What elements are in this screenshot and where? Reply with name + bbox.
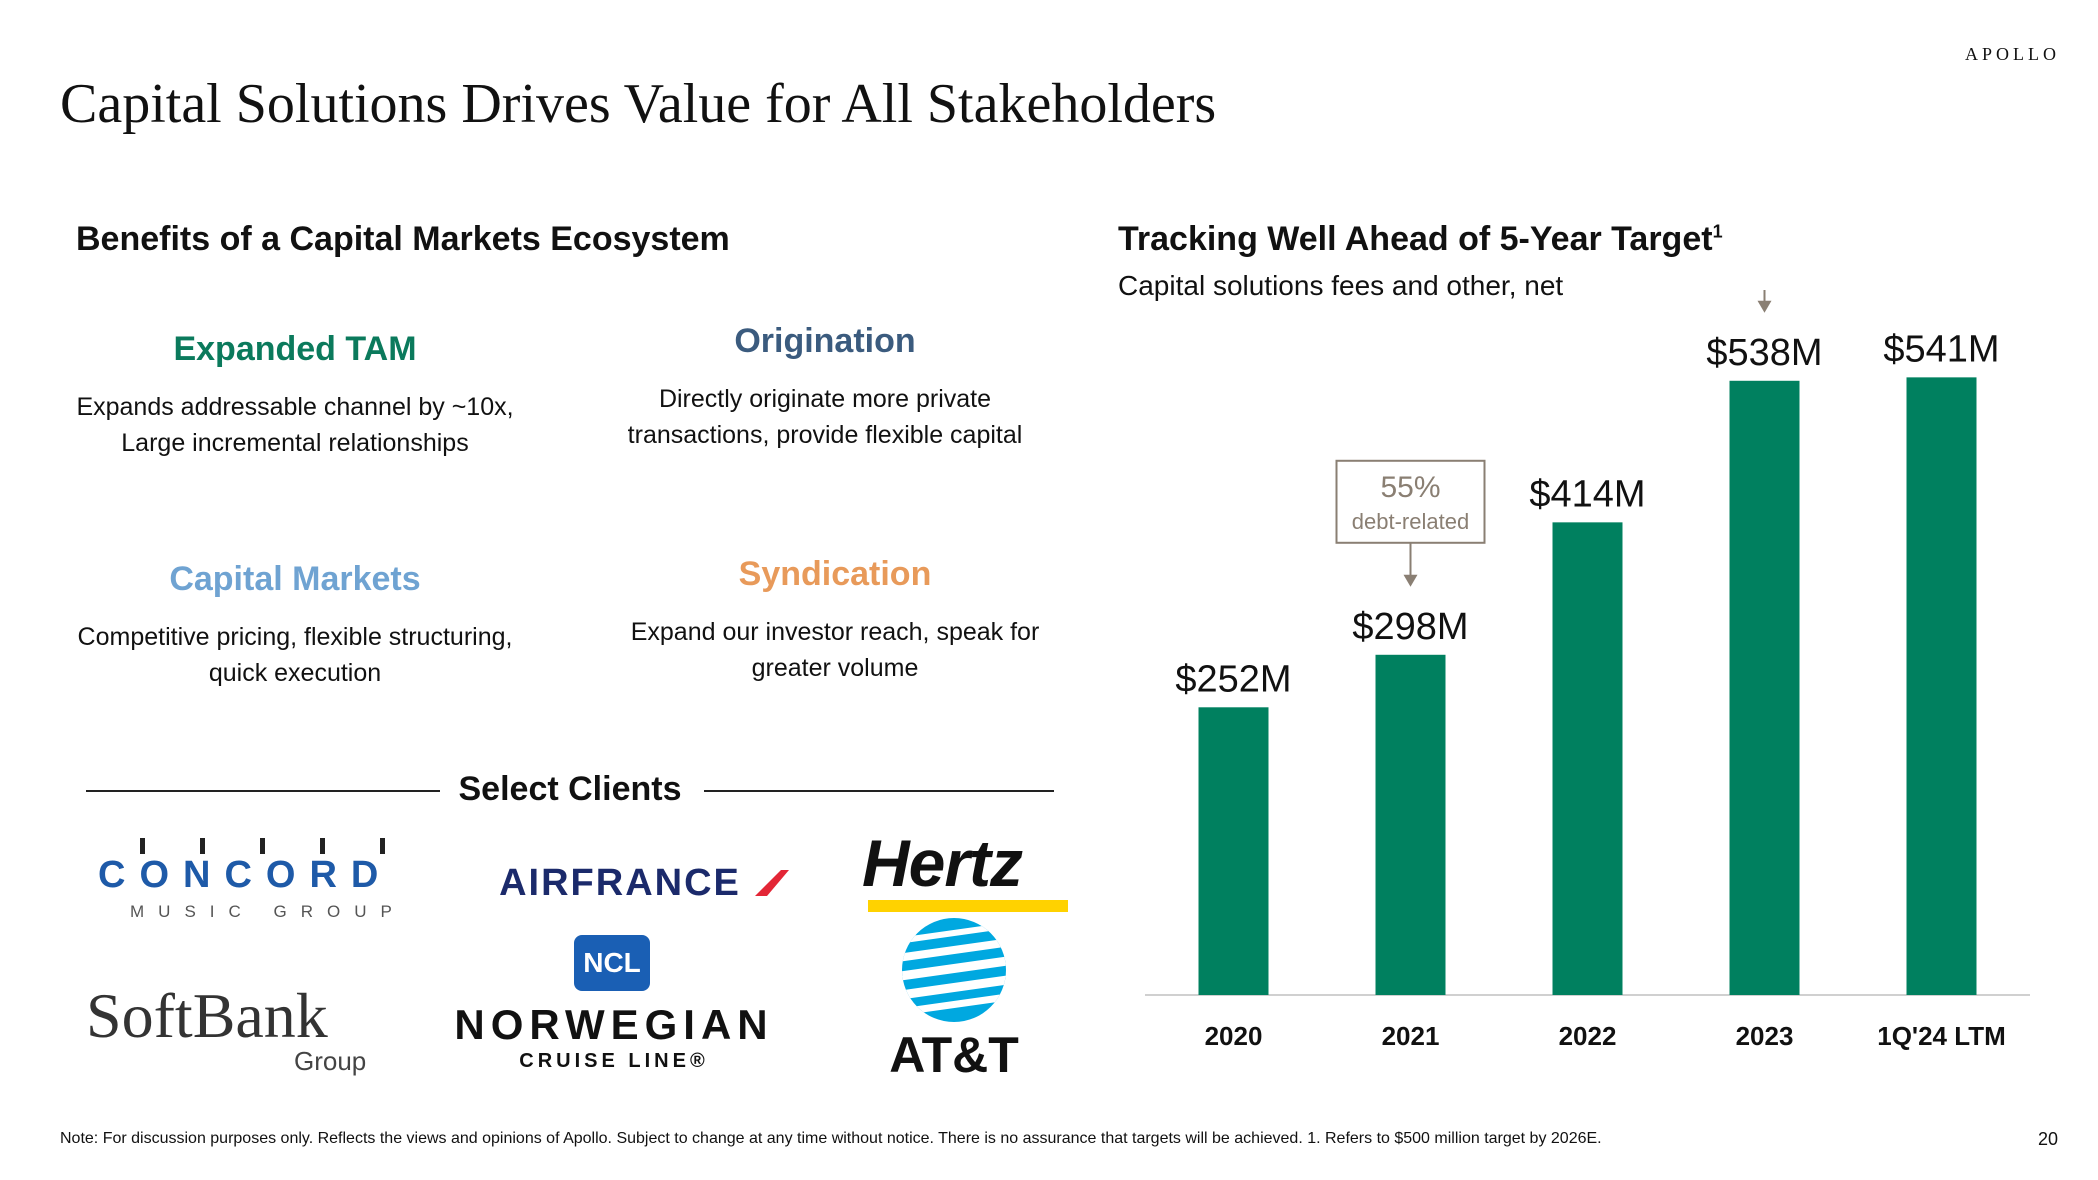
benefit-desc-line2: transactions, provide flexible capital xyxy=(627,421,1023,449)
softbank-logo: SoftBank Group xyxy=(86,982,386,1082)
benefit-desc-line1: Expands addressable channel by ~10x, xyxy=(76,393,514,421)
x-tick-label-4: 1Q'24 LTM xyxy=(1877,1021,2006,1051)
ncl-subtitle: CRUISE LINE® xyxy=(519,1050,709,1072)
airfrance-wordmark: AIRFRANCE xyxy=(499,861,741,904)
benefit-syndication: Syndication Expand our investor reach, s… xyxy=(575,555,1095,686)
callout-value-0: 55% xyxy=(1380,471,1440,504)
softbank-subtitle: Group xyxy=(294,1046,367,1076)
concord-logo: CONCORD MUSIC GROUP xyxy=(92,838,432,928)
benefit-title: Origination xyxy=(734,322,916,360)
airfrance-stripe-icon xyxy=(754,870,789,896)
callout-box-0 xyxy=(1335,459,1486,544)
page-title: Capital Solutions Drives Value for All S… xyxy=(60,73,1217,135)
airfrance-logo: AIRFRANCE xyxy=(470,858,820,908)
x-tick-label-2: 2022 xyxy=(1559,1021,1617,1051)
brand-logo-text: APOLLO xyxy=(1965,44,2060,64)
chart-heading-text: Tracking Well Ahead of 5-Year Target xyxy=(1118,220,1713,258)
benefit-title: Capital Markets xyxy=(169,560,421,598)
ncl-badge: NCL xyxy=(574,935,650,991)
chart-heading: Tracking Well Ahead of 5-Year Target1 xyxy=(1118,220,1723,259)
benefit-desc-line2: quick execution xyxy=(208,659,382,687)
data-label-0: $252M xyxy=(1175,658,1291,700)
att-globe-icon xyxy=(902,918,1006,1022)
bar-3 xyxy=(1729,380,1800,995)
hertz-wordmark: Hertz xyxy=(862,826,1023,900)
concord-subtitle: MUSIC GROUP xyxy=(130,902,406,921)
benefit-origination: Origination Directly originate more priv… xyxy=(565,322,1085,453)
benefit-desc-line2: greater volume xyxy=(751,654,919,682)
x-tick-label-3: 2023 xyxy=(1736,1021,1794,1051)
x-tick-label-1: 2021 xyxy=(1382,1021,1440,1051)
footnote: Note: For discussion purposes only. Refl… xyxy=(60,1130,1602,1147)
x-tick-label-0: 2020 xyxy=(1205,1021,1263,1051)
benefit-desc-line1: Competitive pricing, flexible structurin… xyxy=(77,623,513,651)
divider-left xyxy=(86,790,440,792)
benefit-title: Expanded TAM xyxy=(173,330,417,368)
benefit-expanded-tam: Expanded TAM Expands addressable channel… xyxy=(35,330,555,461)
benefits-heading: Benefits of a Capital Markets Ecosystem xyxy=(76,220,730,258)
concord-ticks xyxy=(112,838,412,854)
fees-bar-chart: $252M 2020 $298M 2021 $414M 2022 $538M 2023 $541… xyxy=(1145,290,2030,1051)
hertz-underline xyxy=(868,900,1068,912)
bar-0 xyxy=(1198,707,1269,995)
chart-heading-footnote-ref: 1 xyxy=(1712,221,1723,242)
bar-4 xyxy=(1906,377,1977,995)
benefit-desc-line1: Expand our investor reach, speak for xyxy=(630,618,1040,646)
data-label-3: $538M xyxy=(1706,332,1822,374)
callout-text-0: debt-related xyxy=(1352,509,1469,534)
select-clients-heading: Select Clients xyxy=(458,770,682,808)
benefit-desc-line1: Directly originate more private xyxy=(658,385,992,413)
data-label-4: $541M xyxy=(1883,328,1999,370)
ncl-wordmark: NORWEGIAN xyxy=(454,1001,774,1048)
callout-arrowhead-0 xyxy=(1403,574,1418,587)
concord-wordmark: CONCORD xyxy=(98,854,393,896)
benefit-capital-markets: Capital Markets Competitive pricing, fle… xyxy=(35,560,555,691)
page-number: 20 xyxy=(2037,1129,2058,1149)
att-logo: AT&T xyxy=(880,916,1030,1086)
att-wordmark: AT&T xyxy=(889,1027,1019,1083)
divider-right xyxy=(704,790,1054,792)
ncl-logo: NCL NORWEGIAN CRUISE LINE® xyxy=(444,935,784,1075)
bar-1 xyxy=(1375,654,1446,995)
data-label-2: $414M xyxy=(1529,473,1645,515)
data-label-1: $298M xyxy=(1352,606,1468,648)
benefit-desc-line2: Large incremental relationships xyxy=(121,429,469,457)
hertz-logo: Hertz xyxy=(862,826,1072,912)
bar-2 xyxy=(1552,522,1623,995)
softbank-wordmark: SoftBank xyxy=(86,980,328,1051)
callout-arrowhead-1 xyxy=(1757,300,1772,313)
benefit-title: Syndication xyxy=(738,555,932,593)
chart-subheading: Capital solutions fees and other, net xyxy=(1118,270,1564,301)
